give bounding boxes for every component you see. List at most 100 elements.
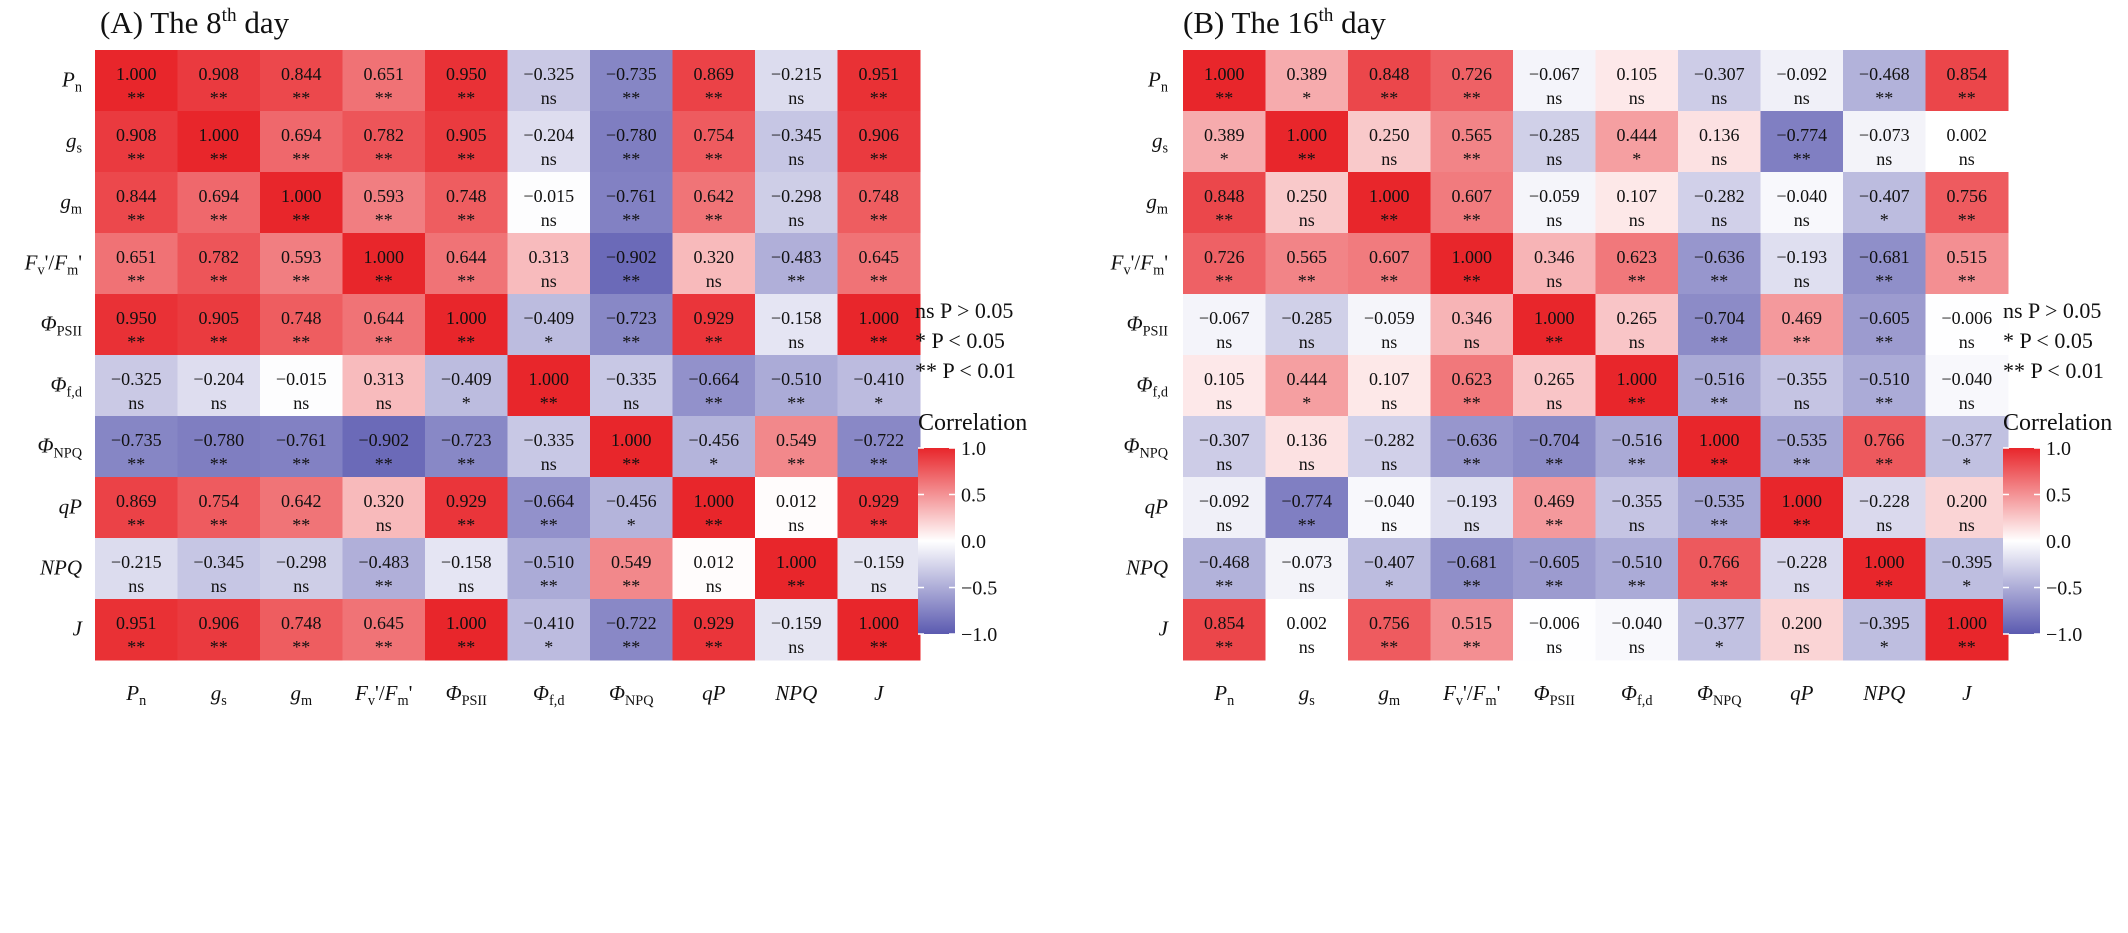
cell-significance-label: ** [1628, 271, 1646, 291]
heatmap-cell [590, 416, 673, 478]
heatmap-cell [507, 599, 591, 661]
cell-value-label: 1.000 [281, 186, 322, 206]
cell-value-label: 0.515 [1947, 247, 1988, 267]
cell-value-label: 0.469 [1782, 308, 1823, 328]
cell-value-label: −0.282 [1694, 186, 1745, 206]
cell-value-label: 0.748 [446, 186, 487, 206]
cell-significance-label: ns [1299, 454, 1315, 474]
heatmap-cell [1843, 416, 1926, 478]
heatmap-cell [1595, 233, 1679, 295]
cell-significance-label: ns [1381, 149, 1397, 169]
heatmap-cell [1430, 538, 1514, 600]
cell-value-label: 0.565 [1452, 125, 1493, 145]
cell-value-label: −0.059 [1529, 186, 1580, 206]
heatmap-cell [837, 172, 921, 234]
heatmap-cell [1348, 355, 1431, 417]
cell-significance-label: ** [705, 210, 723, 230]
heatmap-cell [1678, 172, 1761, 234]
cell-value-label: 1.000 [446, 308, 487, 328]
cell-significance-label: ns [211, 576, 227, 596]
y-tick-label-gm: gm [60, 190, 82, 218]
cell-value-label: 0.136 [1287, 430, 1328, 450]
cell-value-label: 0.726 [1204, 247, 1245, 267]
cell-significance-label: ns [1629, 332, 1645, 352]
cell-value-label: 0.848 [1369, 64, 1410, 84]
heatmap-cell [95, 538, 178, 600]
y-tick-label-gs: gs [1152, 129, 1169, 157]
heatmap-cell [1843, 477, 1926, 539]
cell-significance-label: ** [1215, 576, 1233, 596]
heatmap-cell [1843, 355, 1926, 417]
cell-significance-label: ** [375, 149, 393, 169]
heatmap-cell [1843, 599, 1926, 661]
heatmap-cell [672, 355, 756, 417]
cell-significance-label: ns [1876, 515, 1892, 535]
cell-value-label: 0.313 [529, 247, 570, 267]
heatmap-cell [425, 233, 508, 295]
cell-significance-label: ** [1215, 271, 1233, 291]
heatmap-cell [1348, 233, 1431, 295]
heatmap-cell [1760, 538, 1844, 600]
cell-significance-label: ns [1546, 149, 1562, 169]
cell-significance-label: ** [375, 88, 393, 108]
heatmap-cell [1430, 233, 1514, 295]
cell-value-label: −0.664 [688, 369, 739, 389]
cell-significance-label: ** [1628, 393, 1646, 413]
cell-significance-label: ** [870, 210, 888, 230]
colorbar-tick-label: 1.0 [961, 438, 986, 460]
heatmap-cell [1513, 416, 1596, 478]
heatmap-cell [1595, 50, 1679, 112]
cell-value-label: −0.510 [1611, 552, 1662, 572]
cell-value-label: −0.681 [1859, 247, 1910, 267]
colorbar-tick-label: 0.5 [2046, 485, 2071, 507]
cell-value-label: −0.067 [1529, 64, 1580, 84]
heatmap-cell [672, 477, 756, 539]
heatmap-cell [1183, 355, 1266, 417]
cell-significance-label: ns [1794, 576, 1810, 596]
cell-significance-label: ns [1629, 88, 1645, 108]
cell-significance-label: ** [292, 637, 310, 657]
x-tick-label-pn: Pn [125, 681, 146, 709]
cell-value-label: 0.869 [116, 491, 157, 511]
heatmap-cell [177, 416, 261, 478]
cell-significance-label: * [544, 332, 553, 352]
heatmap-cell [95, 355, 178, 417]
cell-value-label: −0.335 [606, 369, 657, 389]
cell-significance-label: ** [622, 88, 640, 108]
cell-significance-label: ** [1958, 210, 1976, 230]
heatmap-cell [260, 355, 343, 417]
cell-significance-label: ** [705, 332, 723, 352]
cell-significance-label: ** [457, 515, 475, 535]
cell-value-label: 1.000 [1699, 430, 1740, 450]
cell-value-label: 0.908 [116, 125, 157, 145]
heatmap-cell [1595, 477, 1679, 539]
cell-significance-label: ** [1298, 515, 1316, 535]
cell-value-label: 0.908 [199, 64, 240, 84]
cell-significance-label: ns [623, 393, 639, 413]
heatmap-cell [1925, 538, 2009, 600]
cell-value-label: 0.593 [364, 186, 405, 206]
cell-significance-label: ** [292, 515, 310, 535]
cell-significance-label: ns [1299, 576, 1315, 596]
cell-value-label: 0.869 [694, 64, 735, 84]
cell-significance-label: ** [210, 515, 228, 535]
cell-value-label: 1.000 [199, 125, 240, 145]
heatmap-cell [507, 538, 591, 600]
cell-significance-label: * [1302, 393, 1311, 413]
cell-significance-label: * [1880, 637, 1889, 657]
cell-value-label: −0.215 [111, 552, 162, 572]
cell-value-label: 0.782 [199, 247, 240, 267]
cell-significance-label: ns [788, 515, 804, 535]
heatmap-cell [590, 599, 673, 661]
cell-value-label: −0.377 [1941, 430, 1992, 450]
cell-value-label: −0.780 [193, 430, 244, 450]
cell-significance-label: ns [1546, 210, 1562, 230]
cell-significance-label: ** [375, 637, 393, 657]
cell-significance-label: * [709, 454, 718, 474]
cell-significance-label: ** [1710, 576, 1728, 596]
cell-significance-label: ** [870, 88, 888, 108]
heatmap-cell [342, 294, 426, 356]
cell-value-label: −0.285 [1529, 125, 1580, 145]
heatmap-cell [837, 477, 921, 539]
cell-value-label: 1.000 [859, 613, 900, 633]
